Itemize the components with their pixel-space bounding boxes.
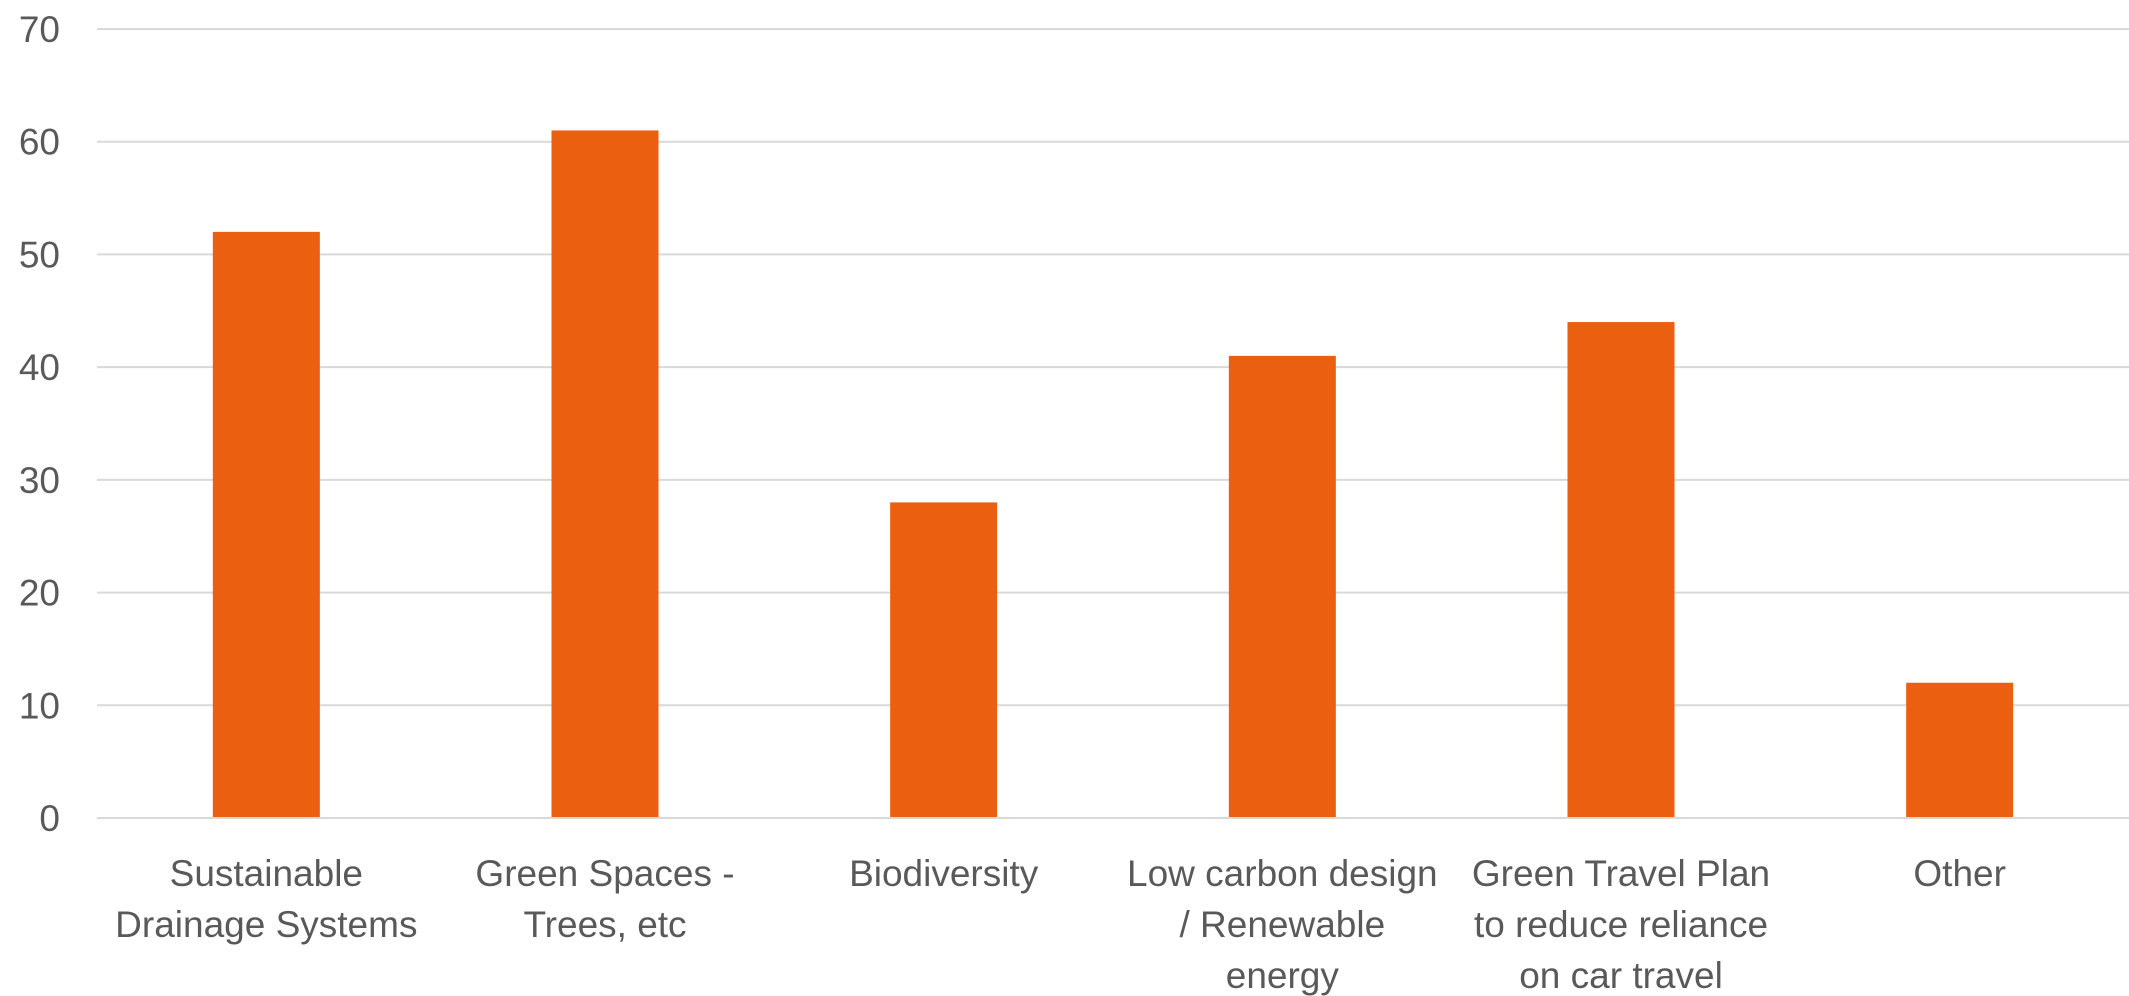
- x-category-label-line: Other: [1913, 853, 2006, 894]
- y-tick-label: 40: [19, 347, 60, 388]
- x-category-label-line: Biodiversity: [849, 853, 1039, 894]
- x-axis-labels: Sustainable Drainage Systems Green Spaces …: [115, 853, 2006, 996]
- y-tick-label: 20: [19, 573, 60, 614]
- bar: [890, 502, 998, 818]
- x-category-label-line: to reduce reliance: [1474, 904, 1768, 945]
- bars: [212, 130, 2014, 818]
- x-category-label-line: on car travel: [1519, 955, 1723, 996]
- bar: [551, 130, 659, 818]
- y-tick-label: 70: [19, 9, 60, 50]
- y-tick-label: 30: [19, 460, 60, 501]
- y-tick-label: 10: [19, 685, 60, 726]
- x-category-label: Sustainable Drainage Systems: [115, 853, 417, 945]
- y-tick-label: 50: [19, 234, 60, 275]
- bar: [1228, 355, 1336, 818]
- y-tick-label: 0: [39, 798, 60, 839]
- x-category-label-line: Drainage Systems: [115, 904, 417, 945]
- x-category-label: Low carbon design / Renewable energy: [1127, 853, 1438, 996]
- x-category-label-line: Green Travel Plan: [1472, 853, 1770, 894]
- x-category-label-line: / Renewable: [1179, 904, 1385, 945]
- x-category-label: Other: [1913, 853, 2006, 894]
- x-category-label-line: Sustainable: [170, 853, 363, 894]
- bar: [212, 231, 320, 818]
- x-category-label: Green Spaces - Trees, etc: [475, 853, 734, 945]
- gridlines: [97, 28, 2129, 707]
- y-tick-label: 60: [19, 122, 60, 163]
- bar: [1906, 682, 2014, 818]
- bar: [1567, 322, 1675, 818]
- x-category-label-line: energy: [1226, 955, 1340, 996]
- y-axis-ticks: 0 10 20 30 40 50 60 70: [19, 9, 60, 839]
- x-category-label-line: Low carbon design: [1127, 853, 1438, 894]
- x-category-label: Biodiversity: [849, 853, 1039, 894]
- x-category-label: Green Travel Plan to reduce reliance on ca…: [1472, 853, 1770, 996]
- x-category-label-line: Trees, etc: [523, 904, 686, 945]
- x-category-label-line: Green Spaces -: [475, 853, 734, 894]
